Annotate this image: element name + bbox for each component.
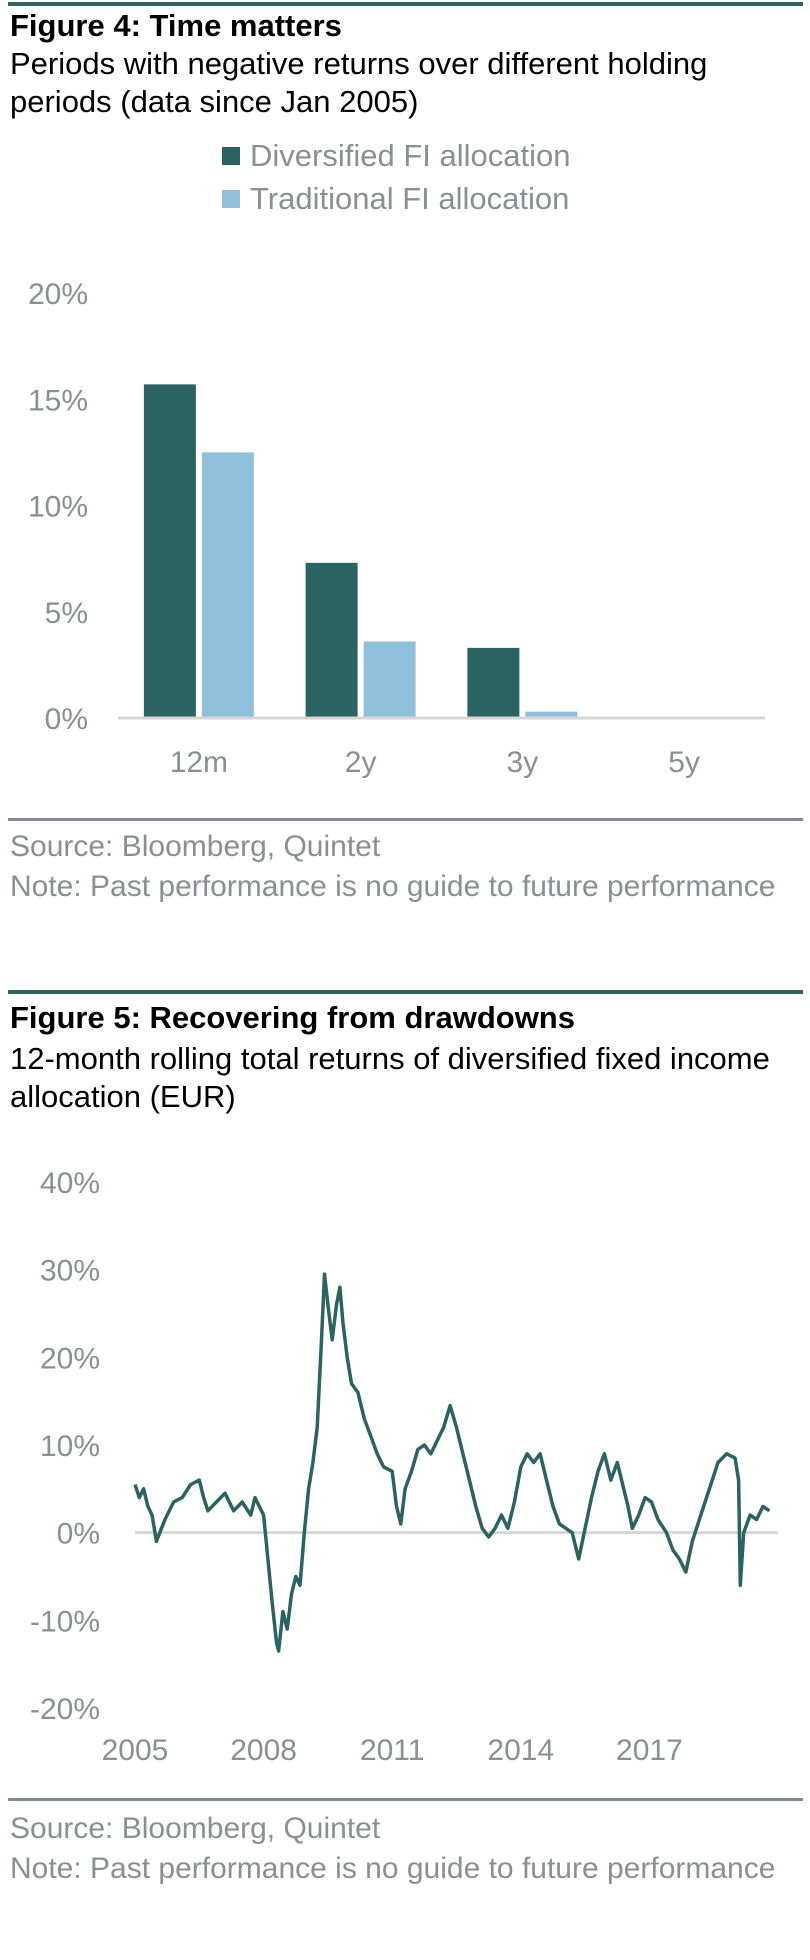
y-tick-label: 0% xyxy=(57,1518,100,1551)
bar-diversified xyxy=(143,384,196,718)
y-tick-label: 15% xyxy=(28,384,88,417)
y-tick-label: 0% xyxy=(45,703,88,736)
figure-5-title: Figure 5: Recovering from drawdowns xyxy=(10,1000,575,1035)
x-tick-label: 2014 xyxy=(487,1734,554,1767)
legend-item-traditional: Traditional FI allocation xyxy=(222,181,569,217)
bar-chart: 0% 5% 10% 15% 20% 12m 2y 3y 5y xyxy=(28,278,765,779)
x-tick-label: 2y xyxy=(345,746,377,779)
figure-4-top-rule xyxy=(8,2,803,6)
bar-traditional xyxy=(525,711,578,718)
y-tick-label: 5% xyxy=(45,597,88,630)
x-tick-label: 5y xyxy=(668,746,700,779)
y-tick-label: 20% xyxy=(28,278,88,311)
y-tick-label: 10% xyxy=(40,1430,100,1463)
x-tick-label: 12m xyxy=(170,746,228,779)
legend-swatch-diversified xyxy=(222,147,240,165)
figure-5-subtitle: 12-month rolling total returns of divers… xyxy=(10,1041,770,1114)
bar-diversified xyxy=(305,562,358,718)
figure-5-bottom-rule xyxy=(8,1798,803,1801)
y-tick-label: 20% xyxy=(40,1342,100,1375)
y-tick-label: 40% xyxy=(40,1167,100,1200)
series-line xyxy=(133,1272,771,1653)
legend-label-diversified: Diversified FI allocation xyxy=(250,138,571,173)
x-tick-label: 2005 xyxy=(102,1734,169,1767)
figure-4-subtitle: Periods with negative returns over diffe… xyxy=(10,46,708,119)
figure-5-top-rule xyxy=(8,990,803,994)
figure-5-source: Source: Bloomberg, Quintet xyxy=(10,1812,381,1845)
y-tick-label: -10% xyxy=(30,1605,100,1638)
figure-4-source: Source: Bloomberg, Quintet xyxy=(10,830,381,863)
y-tick-label: -20% xyxy=(30,1693,100,1726)
x-tick-label: 3y xyxy=(507,746,539,779)
figure-4-title: Figure 4: Time matters xyxy=(10,8,342,43)
bar-diversified xyxy=(467,647,520,718)
y-tick-label: 30% xyxy=(40,1255,100,1288)
legend-item-diversified: Diversified FI allocation xyxy=(222,138,570,174)
bar-traditional xyxy=(201,452,254,718)
bar-traditional xyxy=(363,641,416,718)
figure-4-bottom-rule xyxy=(8,818,803,821)
figure-4-note: Note: Past performance is no guide to fu… xyxy=(10,870,776,903)
legend-swatch-traditional xyxy=(222,190,240,208)
x-tick-label: 2011 xyxy=(360,1734,425,1767)
x-tick-label: 2017 xyxy=(616,1734,683,1767)
figure-5-note: Note: Past performance is no guide to fu… xyxy=(10,1852,776,1885)
y-tick-label: 10% xyxy=(28,491,88,524)
x-tick-label: 2008 xyxy=(230,1734,297,1767)
line-chart: -20% -10% 0% 10% 20% 30% 40% 2005 2008 2011 2014 20… xyxy=(30,1167,778,1767)
legend-label-traditional: Traditional FI allocation xyxy=(250,181,570,216)
